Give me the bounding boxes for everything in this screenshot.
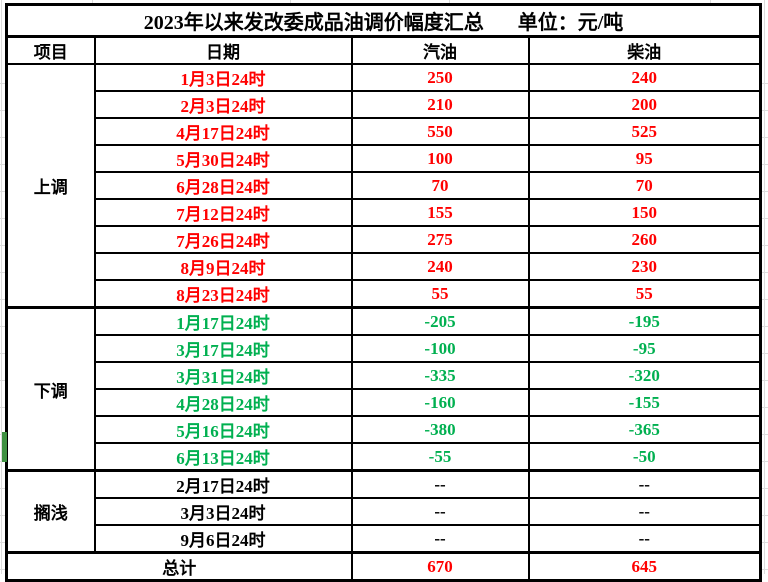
table-title-cell[interactable]: 2023年以来发改委成品油调价幅度汇总 单位：元/吨 bbox=[5, 3, 762, 38]
gasoline-value-cell[interactable]: -- bbox=[350, 497, 530, 526]
table-row: 3月31日24时 -335 -320 bbox=[7, 361, 762, 390]
date-cell[interactable]: 4月17日24时 bbox=[93, 117, 353, 146]
diesel-value-cell[interactable]: 240 bbox=[527, 63, 762, 92]
gasoline-value-cell[interactable]: -380 bbox=[350, 415, 530, 444]
date-cell[interactable]: 1月17日24时 bbox=[93, 306, 353, 336]
table-total-row: 总计 670 645 bbox=[5, 551, 762, 582]
date-cell[interactable]: 8月9日24时 bbox=[93, 252, 353, 281]
table-row: 3月3日24时 -- -- bbox=[7, 497, 762, 526]
diesel-value-cell[interactable]: 200 bbox=[527, 90, 762, 119]
date-cell[interactable]: 2月17日24时 bbox=[93, 469, 353, 499]
table-title: 2023年以来发改委成品油调价幅度汇总 bbox=[143, 12, 484, 34]
diesel-value-cell[interactable]: -50 bbox=[527, 442, 762, 472]
table-row: 9月6日24时 -- -- bbox=[7, 524, 762, 554]
diesel-value-cell[interactable]: -95 bbox=[527, 334, 762, 363]
gasoline-value-cell[interactable]: -205 bbox=[350, 306, 530, 336]
gasoline-value-cell[interactable]: -335 bbox=[350, 361, 530, 390]
group-label-cell-down[interactable]: 下调 bbox=[5, 306, 96, 472]
diesel-value-cell[interactable]: -- bbox=[527, 524, 762, 554]
date-cell[interactable]: 1月3日24时 bbox=[93, 63, 353, 92]
date-cell[interactable]: 9月6日24时 bbox=[93, 524, 353, 554]
date-cell[interactable]: 7月12日24时 bbox=[93, 198, 353, 227]
date-cell[interactable]: 2月3日24时 bbox=[93, 90, 353, 119]
table-row: 6月13日24时 -55 -50 bbox=[7, 442, 762, 472]
diesel-value-cell[interactable]: 230 bbox=[527, 252, 762, 281]
table-row: 4月17日24时 550 525 bbox=[7, 117, 762, 146]
gasoline-value-cell[interactable]: 70 bbox=[350, 171, 530, 200]
date-cell[interactable]: 5月30日24时 bbox=[93, 144, 353, 173]
table-header-row: 项目 日期 汽油 柴油 bbox=[5, 35, 762, 65]
gasoline-value-cell[interactable]: 55 bbox=[350, 279, 530, 309]
gasoline-value-cell[interactable]: -100 bbox=[350, 334, 530, 363]
gasoline-value-cell[interactable]: -55 bbox=[350, 442, 530, 472]
diesel-value-cell[interactable]: -155 bbox=[527, 388, 762, 417]
date-cell[interactable]: 5月16日24时 bbox=[93, 415, 353, 444]
diesel-value-cell[interactable]: 95 bbox=[527, 144, 762, 173]
date-cell[interactable]: 6月28日24时 bbox=[93, 171, 353, 200]
gasoline-value-cell[interactable]: 275 bbox=[350, 225, 530, 254]
header-cell-gasoline[interactable]: 汽油 bbox=[350, 35, 530, 65]
diesel-value-cell[interactable]: -365 bbox=[527, 415, 762, 444]
table-row: 8月9日24时 240 230 bbox=[7, 252, 762, 281]
gridline bbox=[1, 0, 2, 574]
diesel-value-cell[interactable]: 260 bbox=[527, 225, 762, 254]
gasoline-value-cell[interactable]: -160 bbox=[350, 388, 530, 417]
table-row: 7月26日24时 275 260 bbox=[7, 225, 762, 254]
date-cell[interactable]: 7月26日24时 bbox=[93, 225, 353, 254]
date-cell[interactable]: 3月31日24时 bbox=[93, 361, 353, 390]
date-cell[interactable]: 3月3日24时 bbox=[93, 497, 353, 526]
total-diesel-cell[interactable]: 645 bbox=[527, 551, 762, 582]
diesel-value-cell[interactable]: -- bbox=[527, 497, 762, 526]
header-cell-date[interactable]: 日期 bbox=[93, 35, 353, 65]
date-cell[interactable]: 8月23日24时 bbox=[93, 279, 353, 309]
gasoline-value-cell[interactable]: 155 bbox=[350, 198, 530, 227]
header-cell-item[interactable]: 项目 bbox=[5, 35, 96, 65]
table-row: 搁浅 2月17日24时 -- -- bbox=[5, 469, 762, 554]
total-gasoline-cell[interactable]: 670 bbox=[350, 551, 530, 582]
gasoline-value-cell[interactable]: 550 bbox=[350, 117, 530, 146]
header-cell-diesel[interactable]: 柴油 bbox=[527, 35, 762, 65]
table-row: 5月16日24时 -380 -365 bbox=[7, 415, 762, 444]
date-cell[interactable]: 3月17日24时 bbox=[93, 334, 353, 363]
table-row: 2月3日24时 210 200 bbox=[7, 90, 762, 119]
table-row: 6月28日24时 70 70 bbox=[7, 171, 762, 200]
gasoline-value-cell[interactable]: 240 bbox=[350, 252, 530, 281]
group-label-cell-up[interactable]: 上调 bbox=[5, 63, 96, 309]
diesel-value-cell[interactable]: 70 bbox=[527, 171, 762, 200]
group-label-cell-stranded[interactable]: 搁浅 bbox=[5, 469, 96, 554]
table-row: 下调 1月17日24时 -205 -195 bbox=[5, 306, 762, 472]
table-row: 4月28日24时 -160 -155 bbox=[7, 388, 762, 417]
fuel-price-adjustment-table: 2023年以来发改委成品油调价幅度汇总 单位：元/吨 项目 日期 汽油 柴油 上调… bbox=[5, 3, 762, 582]
date-cell[interactable]: 4月28日24时 bbox=[93, 388, 353, 417]
diesel-value-cell[interactable]: 525 bbox=[527, 117, 762, 146]
gasoline-value-cell[interactable]: 100 bbox=[350, 144, 530, 173]
table-row: 8月23日24时 55 55 bbox=[7, 279, 762, 309]
table-row: 7月12日24时 155 150 bbox=[7, 198, 762, 227]
gasoline-value-cell[interactable]: -- bbox=[350, 469, 530, 499]
diesel-value-cell[interactable]: -- bbox=[527, 469, 762, 499]
date-cell[interactable]: 6月13日24时 bbox=[93, 442, 353, 472]
table-row: 5月30日24时 100 95 bbox=[7, 144, 762, 173]
total-label-cell[interactable]: 总计 bbox=[5, 551, 353, 582]
diesel-value-cell[interactable]: -195 bbox=[527, 306, 762, 336]
diesel-value-cell[interactable]: 55 bbox=[527, 279, 762, 309]
table-row: 上调 1月3日24时 250 240 bbox=[5, 63, 762, 309]
gasoline-value-cell[interactable]: 250 bbox=[350, 63, 530, 92]
table-row: 2023年以来发改委成品油调价幅度汇总 单位：元/吨 bbox=[5, 3, 762, 38]
table-row: 3月17日24时 -100 -95 bbox=[7, 334, 762, 363]
gasoline-value-cell[interactable]: -- bbox=[350, 524, 530, 554]
table-unit-label: 单位：元/吨 bbox=[517, 12, 624, 34]
diesel-value-cell[interactable]: -320 bbox=[527, 361, 762, 390]
diesel-value-cell[interactable]: 150 bbox=[527, 198, 762, 227]
gridline bbox=[764, 0, 765, 574]
selected-cell-indicator bbox=[2, 432, 7, 462]
gasoline-value-cell[interactable]: 210 bbox=[350, 90, 530, 119]
